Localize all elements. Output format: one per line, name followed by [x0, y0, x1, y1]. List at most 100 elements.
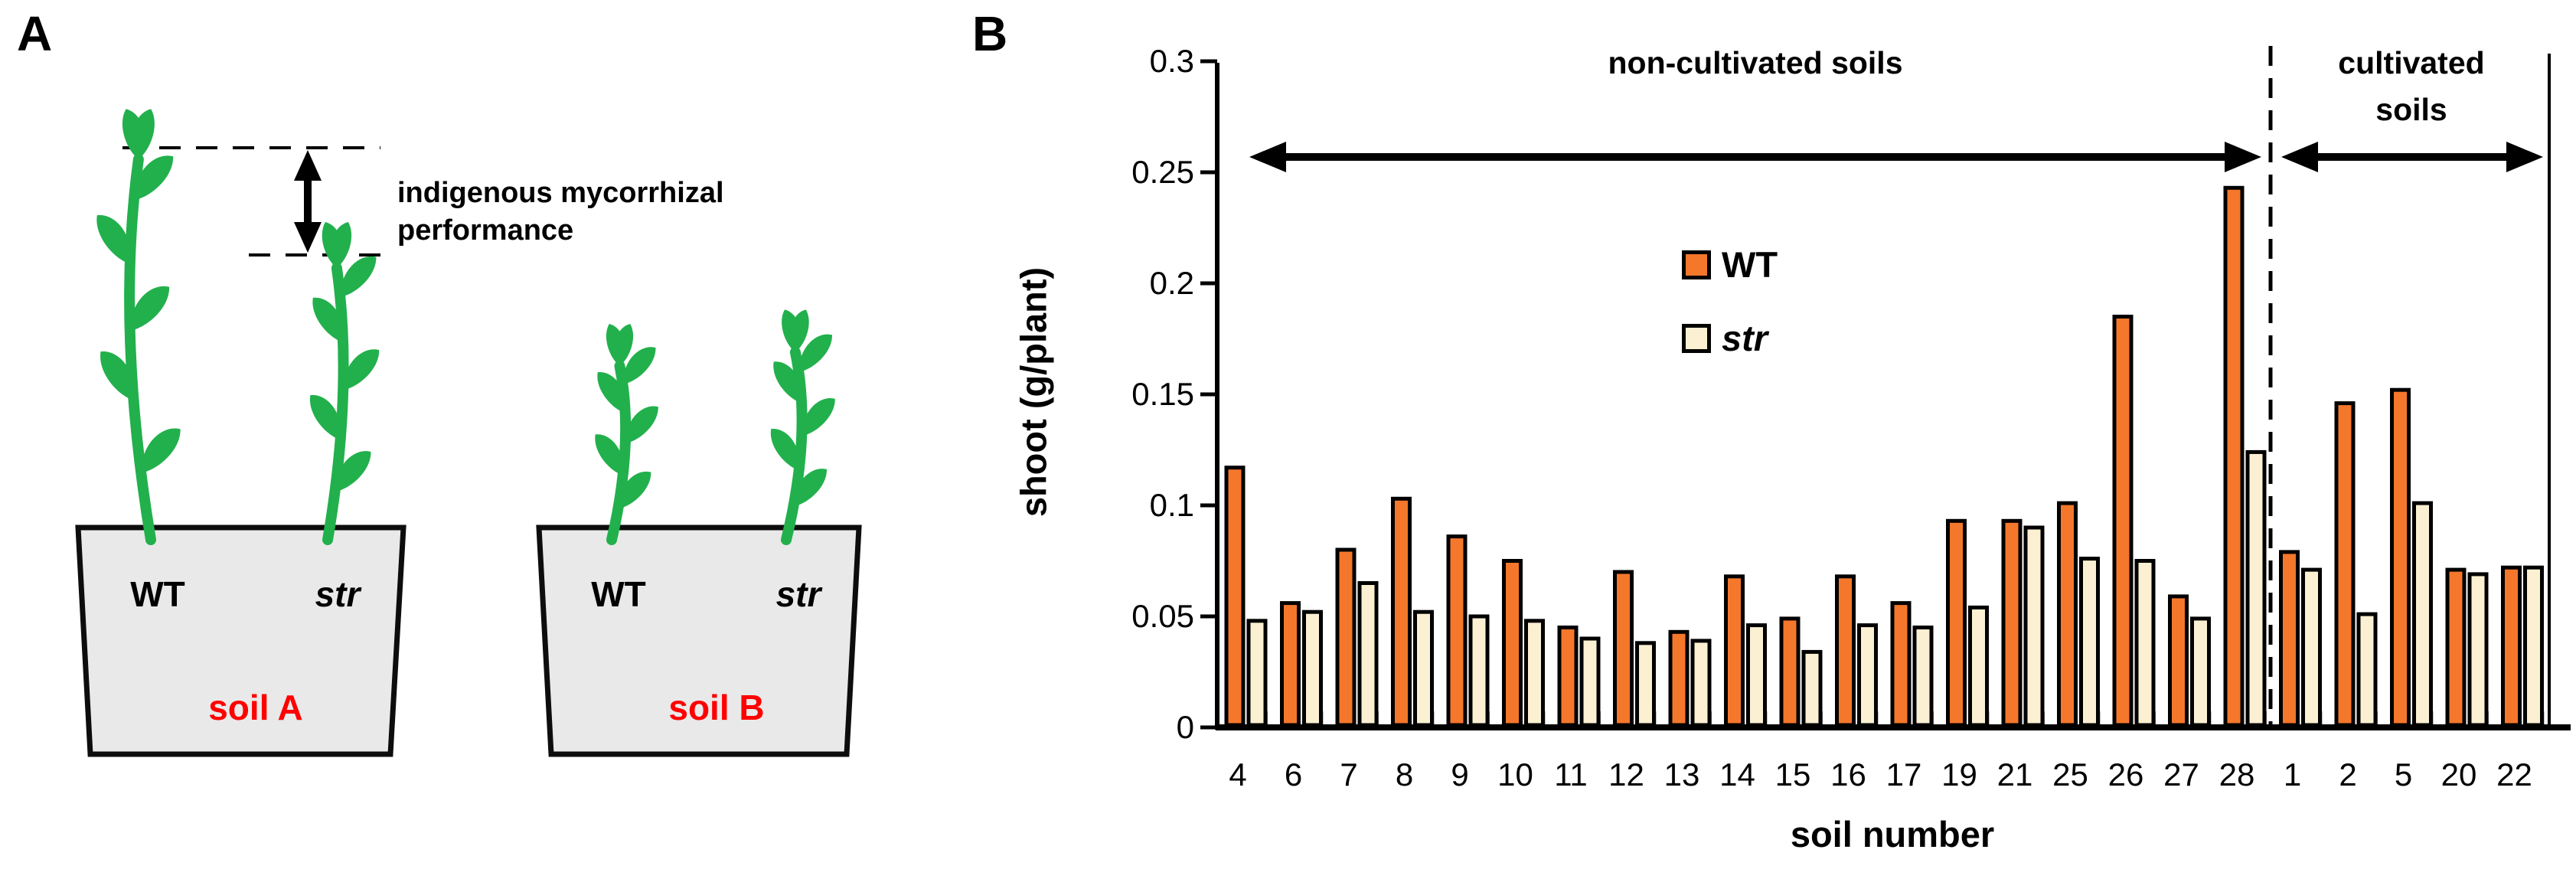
bar-WT-soil-19 [1946, 518, 1967, 727]
bar-WT-soil-16 [1835, 574, 1856, 727]
bar-str-soil-10 [1524, 619, 1545, 727]
pot-soil-a [75, 524, 406, 757]
x-tick-label-soil-22: 22 [2496, 756, 2532, 792]
x-tick-label-soil-1: 1 [2283, 756, 2302, 792]
bar-str-soil-11 [1579, 636, 1601, 727]
x-tick-label-soil-11: 11 [1554, 756, 1588, 792]
bar-str-soil-16 [1857, 623, 1878, 727]
bar-str-soil-17 [1912, 626, 1934, 727]
x-tick-label-soil-21: 21 [1996, 756, 2033, 792]
bar-str-soil-13 [1690, 639, 1712, 727]
bar-WT-soil-4 [1224, 466, 1246, 727]
bar-WT-soil-21 [2001, 518, 2023, 727]
bar-str-soil-12 [1635, 641, 1656, 727]
x-axis-title: soil number [1790, 814, 1995, 854]
x-tick-label-soil-4: 4 [1229, 756, 1247, 792]
bar-str-soil-22 [2523, 565, 2544, 727]
x-tick-label-soil-26: 26 [2107, 756, 2144, 792]
y-tick-label-0.2: 0.2 [1149, 265, 1194, 301]
bar-str-soil-15 [1801, 649, 1823, 727]
str-legend-swatch [1682, 323, 1711, 353]
non-cultivated-arrow-head-right [2225, 142, 2261, 172]
y-tick-label-0: 0 [1176, 709, 1194, 745]
x-tick-label-soil-27: 27 [2163, 756, 2199, 792]
wt-legend-swatch [1682, 250, 1711, 279]
performance-arrow-head-down [294, 222, 322, 253]
bar-str-soil-20 [2467, 572, 2489, 727]
x-tick-label-soil-17: 17 [1885, 756, 1922, 792]
bar-WT-soil-20 [2445, 567, 2467, 727]
bar-str-soil-25 [2079, 557, 2100, 727]
legend-item-wt: WT [1682, 247, 1778, 283]
x-tick-label-soil-9: 9 [1451, 756, 1469, 792]
plant-wt-soil-b [585, 321, 667, 545]
bar-WT-soil-7 [1335, 547, 1357, 727]
y-tick-label-0.3: 0.3 [1149, 43, 1194, 79]
panel-a-diagram [75, 106, 862, 757]
y-tick-label-0.1: 0.1 [1149, 487, 1194, 523]
cultivated-arrow-head-left [2281, 142, 2318, 172]
pot-a-wt-label: WT [130, 574, 185, 614]
bar-str-soil-21 [2023, 525, 2045, 727]
y-tick-label-0.15: 0.15 [1131, 376, 1194, 412]
bar-WT-soil-17 [1890, 601, 1912, 727]
bar-WT-soil-25 [2057, 501, 2078, 727]
x-tick-label-soil-13: 13 [1663, 756, 1700, 792]
bar-WT-soil-2 [2334, 401, 2356, 727]
bar-str-soil-8 [1413, 609, 1434, 727]
plant-wt-soil-a [85, 106, 191, 545]
bar-WT-soil-12 [1613, 570, 1634, 727]
pot-b-str-label: str [775, 574, 821, 614]
bar-WT-soil-14 [1724, 574, 1745, 727]
bar-WT-soil-8 [1391, 496, 1412, 727]
pot-b-wt-label: WT [591, 574, 646, 614]
bar-WT-soil-13 [1668, 629, 1690, 727]
x-tick-label-soil-2: 2 [2339, 756, 2357, 792]
bar-str-soil-6 [1302, 609, 1323, 727]
section-label-non-cultivated: non-cultivated soils [1608, 45, 1903, 80]
pot-a-str-label: str [315, 574, 361, 614]
pot-soil-b [536, 524, 862, 757]
bar-WT-soil-1 [2279, 550, 2300, 727]
x-tick-label-soil-19: 19 [1941, 756, 1977, 792]
bar-WT-soil-9 [1446, 534, 1468, 727]
bar-WT-soil-28 [2223, 185, 2245, 727]
plant-str-soil-a [299, 219, 388, 545]
section-label-cultivated: cultivated soils [2338, 45, 2485, 127]
x-tick-label-soil-6: 6 [1284, 756, 1303, 792]
x-tick-label-soil-15: 15 [1774, 756, 1811, 792]
pot-b-soil-label: soil B [668, 688, 765, 727]
x-tick-label-soil-28: 28 [2218, 756, 2255, 792]
x-tick-label-soil-7: 7 [1340, 756, 1358, 792]
bar-WT-soil-6 [1280, 601, 1301, 727]
y-tick-label-0.25: 0.25 [1131, 154, 1194, 190]
legend-item-str: str [1682, 320, 1768, 356]
bar-WT-soil-22 [2501, 565, 2522, 727]
bar-str-soil-28 [2245, 449, 2267, 727]
bar-str-soil-19 [1968, 605, 1989, 727]
y-axis-title: shoot (g/plant) [1013, 266, 1054, 518]
x-tick-label-soil-25: 25 [2052, 756, 2088, 792]
x-tick-label-soil-14: 14 [1719, 756, 1755, 792]
bar-str-soil-7 [1357, 581, 1379, 727]
bar-WT-soil-5 [2390, 387, 2411, 727]
x-tick-label-soil-12: 12 [1608, 756, 1644, 792]
bar-str-soil-9 [1468, 614, 1490, 727]
wt-legend-label: WT [1722, 244, 1778, 285]
pot-a-soil-label: soil A [208, 688, 303, 727]
y-tick-label-0.05: 0.05 [1131, 598, 1194, 634]
bar-str-soil-1 [2301, 567, 2322, 727]
x-tick-label-soil-20: 20 [2441, 756, 2477, 792]
panel-b-chart [1200, 46, 2571, 730]
bar-str-soil-4 [1246, 619, 1268, 727]
bar-WT-soil-10 [1502, 559, 1523, 727]
x-tick-label-soil-5: 5 [2394, 756, 2413, 792]
bar-WT-soil-15 [1779, 616, 1801, 727]
str-legend-label: str [1722, 318, 1768, 358]
bar-str-soil-27 [2190, 616, 2211, 727]
panel-a-label: A [17, 6, 53, 61]
x-tick-label-soil-10: 10 [1497, 756, 1533, 792]
bar-str-soil-5 [2412, 501, 2433, 727]
